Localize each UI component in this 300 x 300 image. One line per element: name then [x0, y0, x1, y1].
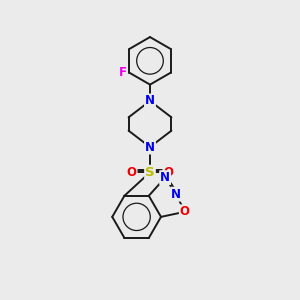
- Text: O: O: [164, 166, 173, 179]
- Text: N: N: [160, 171, 170, 184]
- Text: N: N: [145, 94, 155, 107]
- Text: O: O: [180, 205, 190, 218]
- Text: F: F: [119, 66, 127, 79]
- Text: N: N: [145, 140, 155, 154]
- Text: S: S: [145, 166, 155, 179]
- Text: O: O: [127, 166, 136, 179]
- Text: N: N: [171, 188, 181, 201]
